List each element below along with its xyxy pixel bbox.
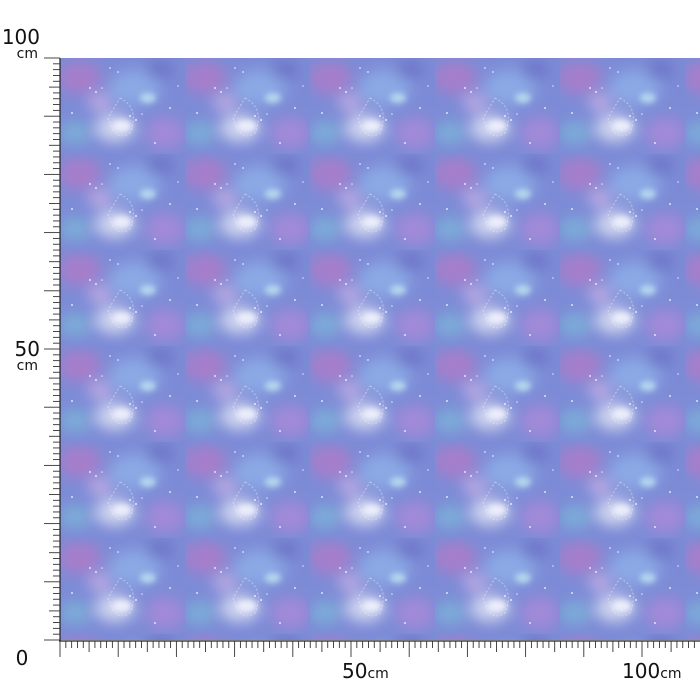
ruler-number: 50: [342, 659, 367, 683]
ruler-label: 100cm: [622, 659, 682, 683]
ruler-unit: cm: [660, 666, 681, 682]
ruler-unit: cm: [367, 666, 388, 682]
ruler-number: 100: [622, 659, 660, 683]
ruler-unit: cm: [17, 358, 38, 374]
rulers: [44, 57, 700, 657]
ruler-unit: cm: [17, 46, 38, 62]
fabric-print: [60, 58, 700, 640]
ruler-label: 100: [2, 25, 40, 49]
ruler-label: 50cm: [342, 659, 389, 683]
ruler-label: 0: [16, 646, 29, 670]
ruler-label: 50: [15, 337, 40, 361]
